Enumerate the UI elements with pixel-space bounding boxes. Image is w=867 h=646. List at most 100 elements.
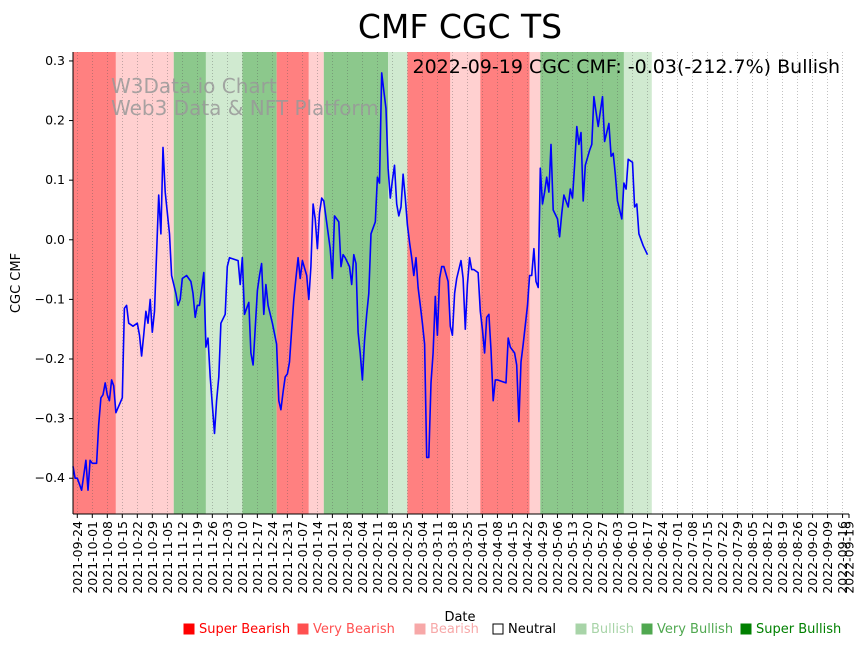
x-tick-label: 2021-11-26 [205,521,220,594]
chart-title: CMF CGC TS [358,7,562,46]
band-bearish-1 [115,52,174,514]
x-tick-label: 2022-01-14 [310,521,325,594]
x-tick-label: 2022-05-27 [595,521,610,594]
legend-swatch-very-bullish [641,623,653,635]
legend-label-super-bearish: Super Bearish [199,622,290,637]
x-tick-label: 2021-09-24 [70,521,85,594]
y-axis-label: CGC CMF [9,253,24,313]
x-tick-label: 2022-04-22 [520,521,535,594]
y-tick-label: −0.3 [35,411,65,426]
legend-swatch-very-bearish [297,623,309,635]
watermark-line-2: Web3 Data & NFT Platform [111,96,379,120]
x-tick-label: 2022-07-08 [685,521,700,594]
x-tick-label: 2022-03-25 [460,521,475,594]
x-tick-label: 2022-09-09 [820,521,835,594]
band-very_bearish-11 [480,52,530,514]
cmf-series [72,72,649,492]
x-tick-label: 2022-04-08 [490,521,505,594]
x-tick-label: 2022-04-15 [505,521,520,594]
x-tick-label: 2022-09-19 [842,521,857,594]
x-tick-label: 2021-10-15 [115,521,130,594]
y-tick-label: −0.1 [35,291,65,306]
x-tick-label: 2022-02-18 [385,521,400,594]
x-tick-label: 2022-06-03 [610,521,625,594]
axes [72,52,849,515]
latest-value-annotation: 2022-09-19 CGC CMF: -0.03(-212.7%) Bulli… [413,56,841,78]
legend-swatch-super-bearish [183,623,195,635]
x-tick-label: 2021-10-08 [100,521,115,594]
sentiment-bands [73,52,652,514]
band-bearish-12 [529,52,541,514]
legend-swatch-neutral [492,623,504,635]
x-tick-label: 2022-08-12 [760,521,775,594]
legend-label-bearish: Bearish [430,622,479,637]
legend-swatch-super-bullish [740,623,752,635]
x-tick-label: 2021-12-24 [265,521,280,594]
x-tick-label: 2022-01-21 [325,521,340,594]
band-very_bullish-2 [173,52,206,514]
x-tick-label: 2022-07-22 [715,521,730,594]
sentiment-legend: Super Bearish Very Bearish Bearish Neutral B… [183,622,841,637]
legend-label-very-bullish: Very Bullish [657,622,733,637]
band-bullish-8 [388,52,408,514]
x-tick-label: 2022-06-17 [640,521,655,594]
y-axis-ticks: −0.4 −0.3 −0.2 −0.1 0.0 0.1 0.2 0.3 [35,53,73,485]
x-tick-label: 2021-10-29 [145,521,160,594]
y-tick-label: 0.0 [45,232,65,247]
x-tick-label: 2021-12-03 [220,521,235,594]
legend-swatch-bullish [575,623,587,635]
legend-label-super-bullish: Super Bullish [756,622,841,637]
band-very_bullish-13 [540,52,624,514]
x-tick-label: 2022-09-16 [835,521,850,594]
x-axis-ticks: 2021-09-24 2021-10-01 2021-10-08 2021-10-15… [70,514,857,594]
series-line-0 [72,72,649,492]
x-tick-label: 2021-11-19 [190,521,205,594]
band-very_bearish-0 [73,52,116,514]
band-very_bearish-5 [276,52,309,514]
legend-label-neutral: Neutral [508,622,556,637]
x-tick-label: 2022-06-10 [625,521,640,594]
y-tick-label: 0.2 [45,113,65,128]
x-tick-label: 2022-08-19 [775,521,790,594]
x-tick-label: 2022-08-26 [790,521,805,594]
x-tick-label: 2022-03-11 [430,521,445,594]
band-bullish-3 [205,52,243,514]
x-axis-label: Date [444,610,475,625]
x-tick-label: 2022-06-24 [655,521,670,594]
x-tick-label: 2022-03-04 [415,521,430,594]
x-tick-label: 2022-04-01 [475,521,490,594]
x-tick-label: 2022-04-29 [535,521,550,594]
x-tick-label: 2022-03-18 [445,521,460,594]
band-bearish-10 [450,52,481,514]
band-very_bullish-4 [242,52,277,514]
x-tick-label: 2022-07-29 [730,521,745,594]
x-tick-label: 2022-08-05 [745,521,760,594]
band-bearish-6 [308,52,324,514]
x-tick-label: 2021-10-22 [130,521,145,594]
x-tick-label: 2022-09-02 [805,521,820,594]
x-tick-label: 2022-05-20 [580,521,595,594]
x-tick-label: 2022-02-11 [370,521,385,594]
x-tick-label: 2021-12-17 [250,521,265,594]
y-tick-label: −0.2 [35,351,65,366]
x-tick-label: 2022-05-13 [565,521,580,594]
legend-swatch-bearish [414,623,426,635]
legend-label-very-bearish: Very Bearish [313,622,395,637]
x-tick-label: 2021-12-10 [235,521,250,594]
x-tick-label: 2022-07-15 [700,521,715,594]
watermark-line-1: W3Data.io Chart [111,74,277,98]
x-tick-label: 2022-07-01 [670,521,685,594]
y-tick-label: −0.4 [35,470,65,485]
x-tick-label: 2022-05-06 [550,521,565,594]
y-tick-label: 0.3 [45,53,65,68]
x-tick-label: 2022-01-28 [340,521,355,594]
band-bullish-14 [623,52,652,514]
y-tick-label: 0.1 [45,172,65,187]
legend-label-bullish: Bullish [591,622,634,637]
x-tick-label: 2022-02-25 [400,521,415,594]
x-tick-label: 2021-12-31 [280,521,295,594]
x-tick-label: 2021-10-01 [85,521,100,594]
x-tick-label: 2021-11-12 [175,521,190,594]
x-tick-label: 2022-01-07 [295,521,310,594]
